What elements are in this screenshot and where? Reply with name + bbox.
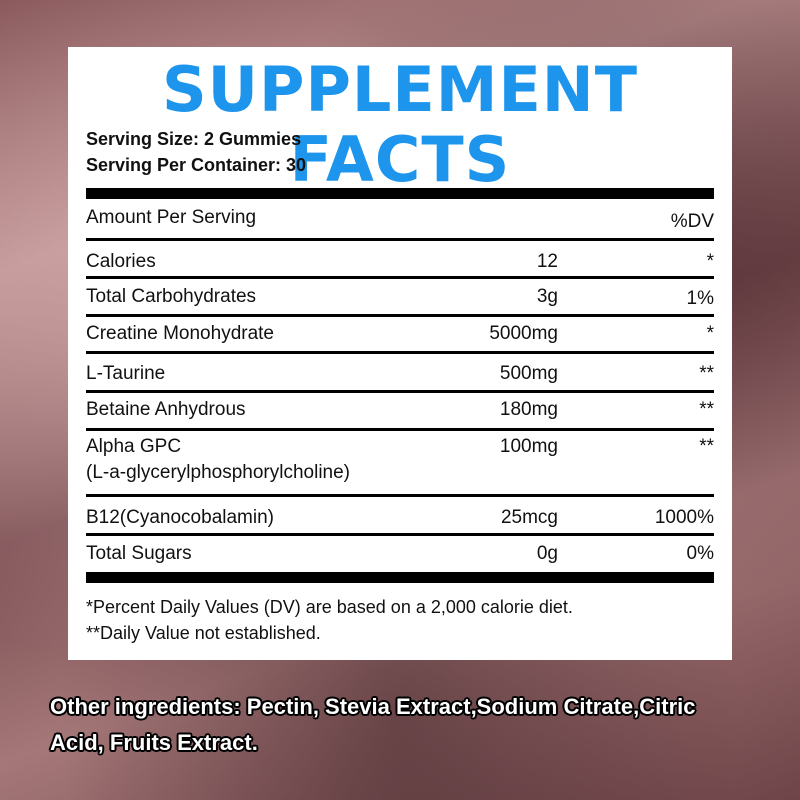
nutrient-amount: 100mg bbox=[499, 436, 558, 457]
amount-header: Amount Per Serving bbox=[86, 207, 257, 228]
thick-divider bbox=[86, 572, 714, 583]
nutrient-dv: 1% bbox=[686, 288, 714, 309]
divider bbox=[86, 533, 714, 536]
nutrient-amount: 0g bbox=[536, 543, 558, 564]
nutrient-dv: 1000% bbox=[654, 507, 714, 528]
nutrient-name: L-Taurine bbox=[86, 363, 166, 384]
nutrient-dv: * bbox=[706, 251, 714, 272]
divider bbox=[86, 238, 714, 241]
divider bbox=[86, 276, 714, 279]
nutrient-amount: 25mcg bbox=[500, 507, 558, 528]
nutrient-amount: 5000mg bbox=[489, 323, 558, 344]
nutrient-name: B12(Cyanocobalamin) bbox=[86, 507, 274, 528]
nutrient-name: Total Sugars bbox=[86, 543, 192, 564]
nutrient-dv: * bbox=[706, 323, 714, 344]
footnote-not-established: **Daily Value not established. bbox=[86, 623, 321, 643]
divider bbox=[86, 428, 714, 431]
nutrient-amount: 3g bbox=[536, 286, 558, 307]
nutrient-dv: 0% bbox=[686, 543, 714, 564]
nutrient-dv: ** bbox=[699, 399, 714, 420]
divider bbox=[86, 351, 714, 354]
footnote-dv: *Percent Daily Values (DV) are based on … bbox=[86, 597, 573, 617]
nutrient-amount: 500mg bbox=[499, 363, 558, 384]
serving-size: Serving Size: 2 Gummies bbox=[86, 129, 302, 149]
divider bbox=[86, 494, 714, 497]
servings-per-container: Serving Per Container: 30 bbox=[86, 155, 307, 175]
divider bbox=[86, 390, 714, 393]
nutrient-amount: 180mg bbox=[499, 399, 558, 420]
dv-header: %DV bbox=[670, 211, 714, 232]
nutrient-dv: ** bbox=[699, 363, 714, 384]
nutrient-subname: (L-a-glycerylphosphorylcholine) bbox=[86, 462, 351, 483]
nutrient-name: Creatine Monohydrate bbox=[86, 323, 274, 344]
panel-title: SUPPLEMENT FACTS bbox=[162, 53, 638, 196]
nutrient-dv: ** bbox=[699, 436, 714, 457]
nutrient-name: Alpha GPC bbox=[86, 436, 182, 457]
divider bbox=[86, 314, 714, 317]
other-ingredients-line-1: Other ingredients: Pectin, Stevia Extrac… bbox=[50, 694, 696, 719]
nutrient-name: Betaine Anhydrous bbox=[86, 399, 246, 420]
thick-divider bbox=[86, 188, 714, 199]
supplement-facts-panel: SUPPLEMENT FACTS Serving Size: 2 Gummies… bbox=[68, 47, 732, 660]
nutrient-name: Calories bbox=[86, 251, 156, 272]
other-ingredients-line-2: Acid, Fruits Extract. bbox=[50, 730, 258, 755]
nutrient-amount: 12 bbox=[536, 251, 558, 272]
nutrient-name: Total Carbohydrates bbox=[86, 286, 257, 307]
